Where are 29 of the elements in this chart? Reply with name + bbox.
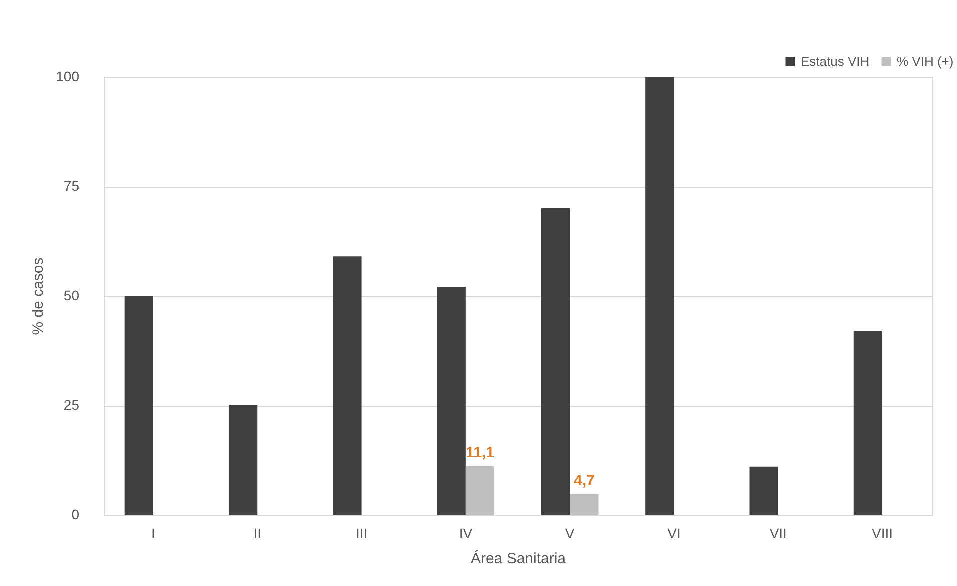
legend-label: % VIH (+) <box>897 54 954 69</box>
legend-label: Estatus VIH <box>801 54 870 69</box>
x-tick-label: III <box>356 526 368 542</box>
x-tick-label: VI <box>668 526 681 542</box>
x-tick-label: I <box>152 526 156 542</box>
y-axis-title: % de casos <box>30 258 48 336</box>
x-tick-label: IV <box>459 526 474 542</box>
bar <box>750 466 778 515</box>
bar <box>124 296 154 515</box>
x-axis-title: Área Sanitaria <box>470 550 567 568</box>
bar <box>228 406 258 515</box>
bar <box>333 256 362 515</box>
y-tick-label: 50 <box>64 288 80 304</box>
data-label: 4,7 <box>574 472 595 490</box>
data-label: 11,1 <box>466 444 494 462</box>
x-tick-label: II <box>254 526 262 542</box>
y-tick-label: 75 <box>64 178 80 194</box>
bar <box>854 331 883 515</box>
bar <box>437 287 466 515</box>
x-tick-label: VIII <box>872 526 894 542</box>
bar <box>646 77 674 515</box>
bar <box>541 208 570 515</box>
y-tick-label: 100 <box>56 68 80 84</box>
x-tick-label: V <box>565 526 576 542</box>
y-tick-label: 0 <box>72 506 80 522</box>
bar <box>466 466 495 515</box>
bar <box>570 494 599 515</box>
y-tick-label: 25 <box>64 397 80 413</box>
x-tick-label: VII <box>770 526 787 542</box>
